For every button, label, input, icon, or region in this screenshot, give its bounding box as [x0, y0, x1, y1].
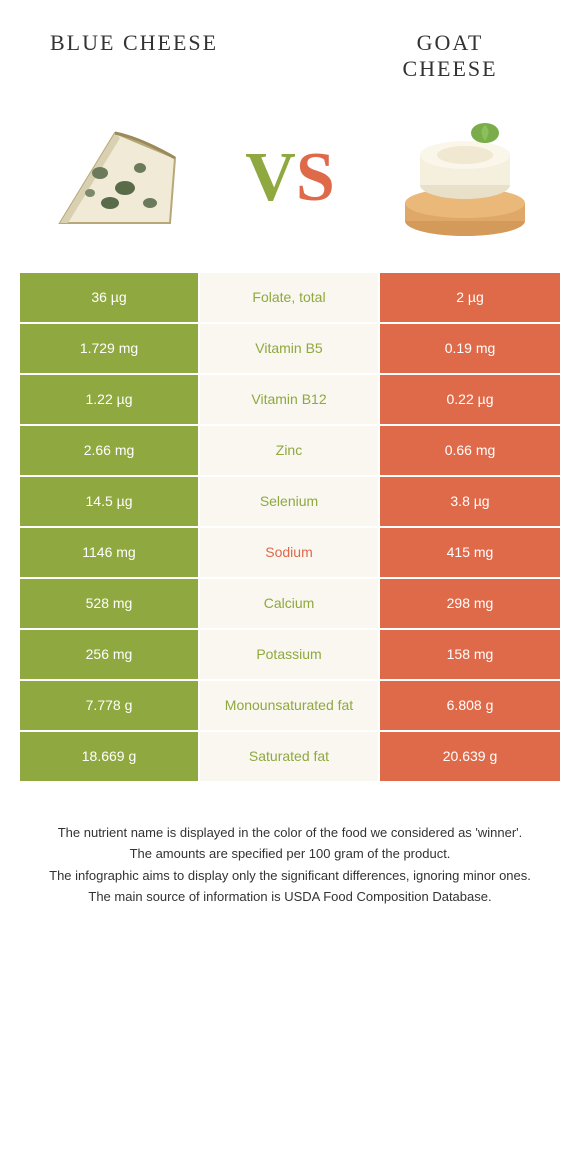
nutrient-name: Monounsaturated fat — [200, 681, 380, 732]
value-left: 14.5 µg — [20, 477, 200, 528]
value-left: 528 mg — [20, 579, 200, 630]
value-left: 7.778 g — [20, 681, 200, 732]
value-left: 1.22 µg — [20, 375, 200, 426]
value-right: 415 mg — [380, 528, 560, 579]
title-goat-line1: GOAT — [417, 30, 484, 55]
goat-cheese-icon — [390, 113, 540, 243]
nutrient-name: Folate, total — [200, 273, 380, 324]
footer-line-2: The amounts are specified per 100 gram o… — [30, 844, 550, 864]
vs-s: S — [296, 139, 335, 216]
title-goat-cheese: GOAT CHEESE — [370, 30, 530, 83]
title-blue-cheese: BLUE CHEESE — [50, 30, 218, 56]
footer-line-1: The nutrient name is displayed in the co… — [30, 823, 550, 843]
nutrient-name: Zinc — [200, 426, 380, 477]
table-row: 7.778 gMonounsaturated fat6.808 g — [20, 681, 560, 732]
nutrient-name: Sodium — [200, 528, 380, 579]
table-row: 1.729 mgVitamin B50.19 mg — [20, 324, 560, 375]
table-row: 36 µgFolate, total2 µg — [20, 273, 560, 324]
nutrient-name: Vitamin B12 — [200, 375, 380, 426]
value-left: 2.66 mg — [20, 426, 200, 477]
value-left: 18.669 g — [20, 732, 200, 783]
value-right: 0.22 µg — [380, 375, 560, 426]
value-right: 158 mg — [380, 630, 560, 681]
table-row: 528 mgCalcium298 mg — [20, 579, 560, 630]
value-right: 20.639 g — [380, 732, 560, 783]
value-right: 298 mg — [380, 579, 560, 630]
value-right: 0.66 mg — [380, 426, 560, 477]
vs-v: V — [245, 139, 296, 216]
footer-notes: The nutrient name is displayed in the co… — [0, 783, 580, 929]
blue-cheese-icon — [40, 113, 190, 243]
nutrient-name: Selenium — [200, 477, 380, 528]
table-row: 2.66 mgZinc0.66 mg — [20, 426, 560, 477]
value-right: 0.19 mg — [380, 324, 560, 375]
table-row: 256 mgPotassium158 mg — [20, 630, 560, 681]
value-right: 6.808 g — [380, 681, 560, 732]
value-right: 2 µg — [380, 273, 560, 324]
table-row: 18.669 gSaturated fat20.639 g — [20, 732, 560, 783]
nutrient-table: 36 µgFolate, total2 µg1.729 mgVitamin B5… — [20, 273, 560, 783]
vs-label: VS — [245, 138, 335, 218]
footer-line-3: The infographic aims to display only the… — [30, 866, 550, 886]
nutrient-name: Vitamin B5 — [200, 324, 380, 375]
header: BLUE CHEESE GOAT CHEESE — [0, 0, 580, 93]
value-left: 36 µg — [20, 273, 200, 324]
table-row: 1146 mgSodium415 mg — [20, 528, 560, 579]
title-goat-line2: CHEESE — [402, 56, 497, 81]
value-right: 3.8 µg — [380, 477, 560, 528]
nutrient-name: Potassium — [200, 630, 380, 681]
footer-line-4: The main source of information is USDA F… — [30, 887, 550, 907]
table-row: 14.5 µgSelenium3.8 µg — [20, 477, 560, 528]
hero-row: VS — [0, 93, 580, 273]
value-left: 256 mg — [20, 630, 200, 681]
nutrient-name: Saturated fat — [200, 732, 380, 783]
table-row: 1.22 µgVitamin B120.22 µg — [20, 375, 560, 426]
nutrient-name: Calcium — [200, 579, 380, 630]
value-left: 1.729 mg — [20, 324, 200, 375]
value-left: 1146 mg — [20, 528, 200, 579]
